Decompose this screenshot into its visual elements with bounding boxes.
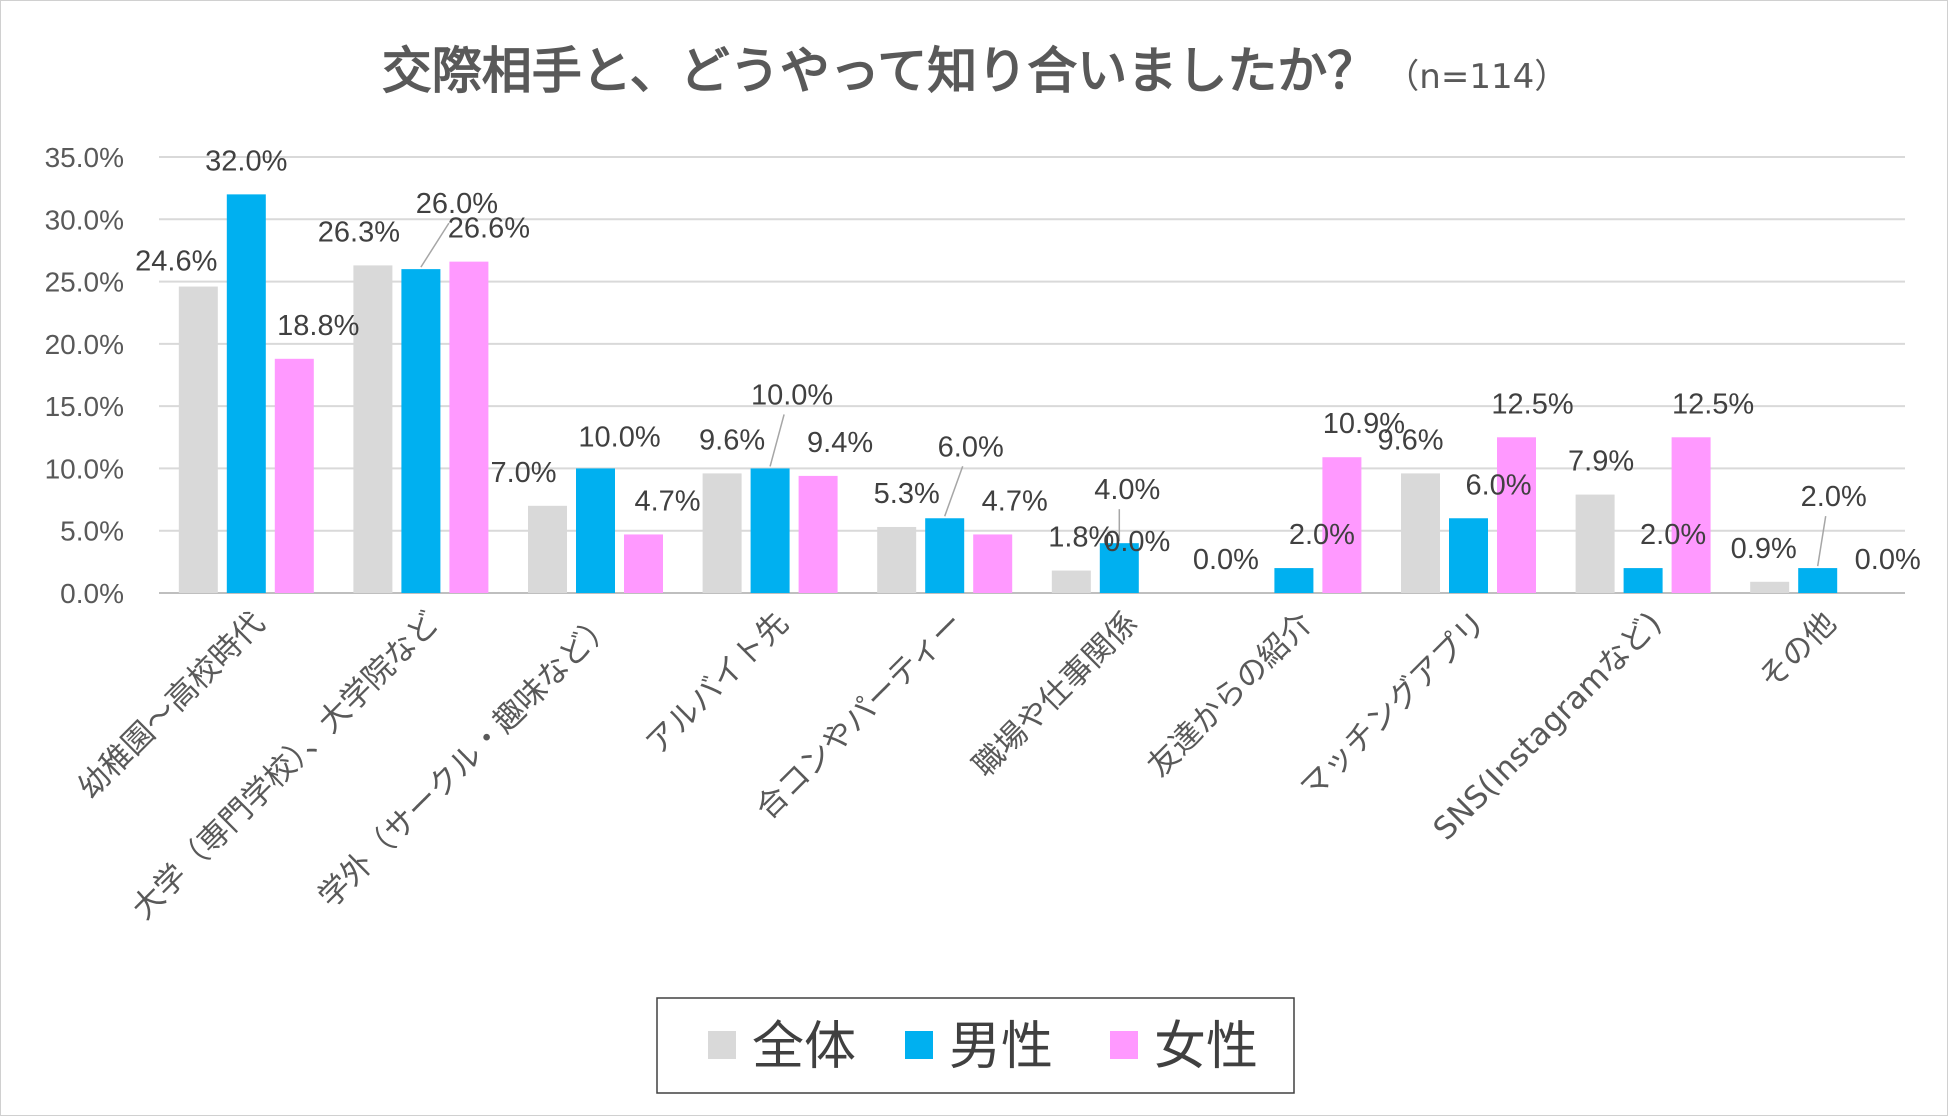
x-tick-label: その他 bbox=[1752, 605, 1843, 696]
bar bbox=[1401, 473, 1440, 593]
x-tick-label: 友達からの紹介 bbox=[1141, 605, 1320, 784]
data-label: 0.0% bbox=[1855, 544, 1921, 576]
y-tick-label: 15.0% bbox=[45, 391, 124, 422]
bar bbox=[401, 269, 441, 593]
data-label: 26.3% bbox=[318, 216, 400, 248]
legend-swatch bbox=[708, 1031, 736, 1059]
data-label: 2.0% bbox=[1801, 481, 1867, 513]
data-label: 0.9% bbox=[1731, 533, 1797, 565]
legend-label: 男性 bbox=[949, 1017, 1053, 1077]
label-leader-line bbox=[943, 466, 964, 517]
bar bbox=[1798, 568, 1838, 593]
bar bbox=[624, 534, 663, 593]
y-tick-label: 5.0% bbox=[60, 516, 124, 547]
y-tick-label: 35.0% bbox=[45, 142, 124, 173]
y-tick-label: 20.0% bbox=[45, 329, 124, 360]
bar bbox=[1497, 437, 1536, 593]
data-label: 9.6% bbox=[699, 424, 765, 456]
data-label: 24.6% bbox=[135, 246, 217, 278]
bar bbox=[1322, 457, 1362, 593]
bar bbox=[576, 468, 615, 593]
data-label: 4.7% bbox=[982, 485, 1048, 517]
chart-title-sample-size: （n=114） bbox=[1385, 57, 1568, 97]
bar bbox=[274, 358, 314, 593]
bar bbox=[750, 468, 790, 593]
x-tick-label: 大学（専門学校）、大学院など bbox=[125, 605, 446, 926]
data-label: 6.0% bbox=[1465, 469, 1531, 501]
data-label: 6.0% bbox=[938, 431, 1004, 463]
legend-label: 全体 bbox=[752, 1017, 856, 1077]
data-label: 18.8% bbox=[277, 310, 359, 342]
bar bbox=[449, 261, 489, 593]
bar bbox=[973, 534, 1013, 593]
bars bbox=[178, 194, 1838, 593]
data-label: 26.6% bbox=[448, 213, 530, 245]
data-label: 0.0% bbox=[1193, 544, 1259, 576]
legend-label: 女性 bbox=[1154, 1017, 1258, 1077]
bar bbox=[702, 473, 742, 593]
bar bbox=[1671, 437, 1711, 593]
label-leader-line bbox=[1816, 515, 1827, 567]
data-label: 9.6% bbox=[1377, 424, 1443, 456]
bar bbox=[1099, 543, 1139, 593]
bar bbox=[925, 518, 965, 593]
data-label: 2.0% bbox=[1289, 519, 1355, 551]
label-leader-line bbox=[769, 414, 785, 467]
label-leader-line bbox=[420, 222, 450, 268]
bar bbox=[1051, 570, 1091, 593]
data-label: 32.0% bbox=[205, 145, 287, 177]
bar bbox=[528, 505, 567, 593]
data-labels: 24.6% 32.0% 18.8% 26.3% 26.0%26.6% 7.0% 10.0% 4… bbox=[135, 145, 1921, 576]
y-tick-label: 30.0% bbox=[45, 204, 124, 235]
bar bbox=[798, 475, 838, 593]
data-label: 7.0% bbox=[490, 457, 556, 489]
bar bbox=[1750, 581, 1790, 593]
data-label: 7.9% bbox=[1568, 446, 1634, 478]
data-label: 12.5% bbox=[1491, 388, 1573, 420]
bar bbox=[178, 286, 218, 593]
bar bbox=[1623, 568, 1663, 593]
y-tick-label: 25.0% bbox=[45, 267, 124, 298]
legend: 全体 男性 女性 bbox=[656, 997, 1295, 1094]
bar bbox=[353, 265, 393, 593]
data-label: 1.8% bbox=[1048, 522, 1114, 554]
data-label: 5.3% bbox=[874, 478, 940, 510]
data-label: 12.5% bbox=[1672, 388, 1754, 420]
data-label: 10.9% bbox=[1323, 408, 1405, 440]
data-label: 0.0% bbox=[1104, 526, 1170, 558]
x-tick-label: アルバイト先 bbox=[639, 605, 796, 762]
bar bbox=[1274, 568, 1314, 593]
bar bbox=[1449, 518, 1488, 593]
data-label: 9.4% bbox=[807, 427, 873, 459]
legend-swatch bbox=[905, 1031, 933, 1059]
bar bbox=[877, 526, 917, 593]
data-label: 2.0% bbox=[1640, 519, 1706, 551]
x-tick-label: 学外（サークル・趣味など） bbox=[311, 605, 621, 915]
chart-title: 交際相手と、どうやって知り合いましたか？ （n=114） bbox=[382, 42, 1568, 100]
data-label: 26.0% bbox=[416, 188, 498, 220]
y-axis: 0.0% 5.0% 10.0% 15.0% 20.0% 25.0% 30.0% 35.0% bbox=[45, 142, 124, 609]
x-tick-label: 職場や仕事関係 bbox=[966, 605, 1145, 784]
data-label: 4.0% bbox=[1094, 474, 1160, 506]
data-label: 10.0% bbox=[751, 379, 833, 411]
y-tick-label: 10.0% bbox=[45, 453, 124, 484]
chart-title-main: 交際相手と、どうやって知り合いましたか？ bbox=[382, 42, 1378, 100]
legend-swatch bbox=[1110, 1031, 1138, 1059]
x-tick-label: 幼稚園～高校時代 bbox=[71, 605, 272, 806]
x-tick-label: マッチングアプリ bbox=[1293, 605, 1494, 806]
bar bbox=[226, 194, 266, 593]
y-tick-label: 0.0% bbox=[60, 578, 124, 609]
bar bbox=[1575, 494, 1615, 593]
legend-box bbox=[656, 997, 1295, 1094]
data-label: 10.0% bbox=[578, 421, 660, 453]
data-label: 4.7% bbox=[634, 485, 700, 517]
